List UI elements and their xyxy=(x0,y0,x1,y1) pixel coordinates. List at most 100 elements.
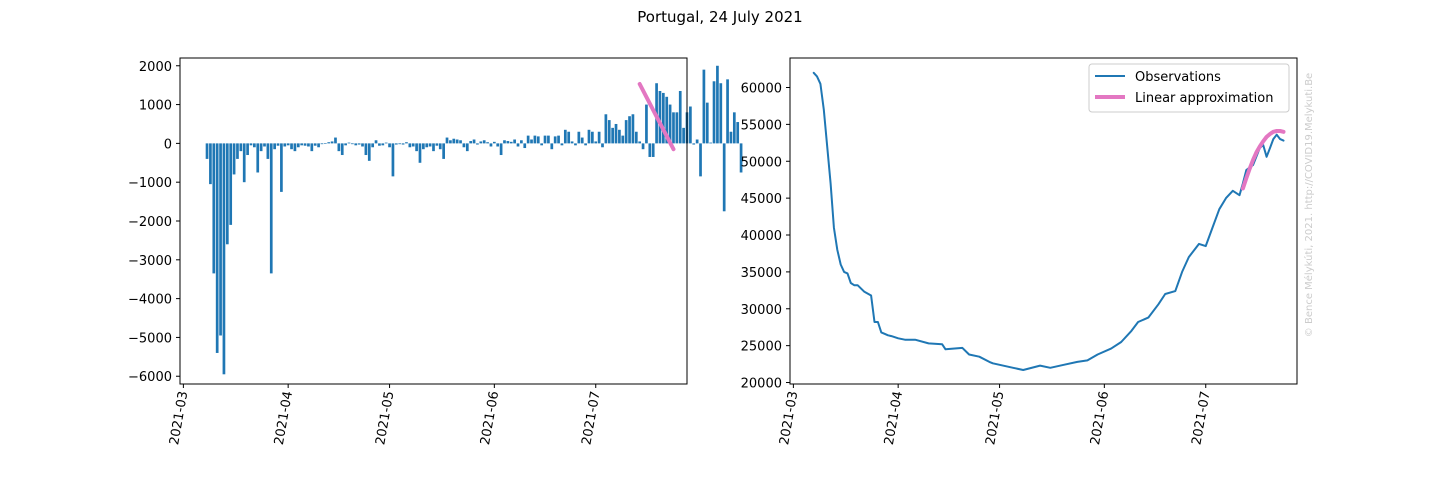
bar xyxy=(401,143,405,145)
bar xyxy=(229,143,233,225)
bar xyxy=(567,131,571,144)
left-x-tick-label: 2021-05 xyxy=(373,390,397,446)
bar xyxy=(577,131,581,144)
bar xyxy=(621,135,625,144)
bar xyxy=(628,116,631,144)
bar xyxy=(705,102,709,144)
bar xyxy=(526,135,530,144)
bar xyxy=(438,143,442,150)
bar xyxy=(540,143,544,146)
bar xyxy=(699,143,702,177)
bar xyxy=(232,143,236,175)
bar xyxy=(482,140,486,144)
bar xyxy=(607,120,611,144)
bar xyxy=(394,143,398,145)
bar xyxy=(351,143,354,145)
left-x-tick-label: 2021-04 xyxy=(272,390,296,446)
bar xyxy=(513,139,516,144)
left-y-tick-label: −1000 xyxy=(128,176,172,191)
bar xyxy=(574,143,577,146)
bar xyxy=(263,143,266,147)
right-x-axis: 2021-03 2021-04 2021-05 2021-06 2021-07 xyxy=(777,384,1214,446)
bar xyxy=(594,141,598,144)
bar xyxy=(469,141,473,144)
bar xyxy=(553,136,557,144)
bar xyxy=(587,129,591,144)
bar xyxy=(344,143,347,146)
bar xyxy=(689,106,692,144)
bar xyxy=(364,143,368,156)
bar xyxy=(411,143,415,147)
bar xyxy=(320,143,324,145)
bar xyxy=(543,135,547,144)
legend: Observations Linear approximation xyxy=(1088,63,1290,113)
bar xyxy=(449,140,452,144)
left-y-tick-label: −2000 xyxy=(128,215,172,230)
bar xyxy=(536,136,540,144)
right-y-tick-label: 35000 xyxy=(741,266,782,281)
bar xyxy=(313,143,317,146)
left-y-axis: 2000 1000 0 −1000 −2000 −3000 −4000 −5000 −6000 xyxy=(128,60,180,385)
bar xyxy=(557,135,560,144)
bar xyxy=(347,142,351,144)
right-x-tick-label: 2021-03 xyxy=(777,390,801,446)
bar xyxy=(239,143,243,152)
right-x-tick-label: 2021-07 xyxy=(1189,390,1213,446)
bar xyxy=(712,81,716,144)
bar xyxy=(486,142,489,144)
bar xyxy=(253,143,256,148)
linear-approximation-curve xyxy=(1240,129,1286,191)
bar xyxy=(334,137,337,144)
right-y-axis: 60000 55000 50000 45000 40000 35000 30000 25000… xyxy=(741,82,790,392)
bar xyxy=(641,143,645,150)
bar xyxy=(523,143,527,149)
bar xyxy=(388,143,391,148)
left-x-tick-label: 2021-03 xyxy=(167,390,191,446)
bar xyxy=(584,143,587,146)
bar xyxy=(398,143,402,145)
legend-box xyxy=(1088,63,1290,113)
bar xyxy=(509,141,513,144)
bar xyxy=(327,142,331,144)
bar xyxy=(280,143,283,192)
bar xyxy=(225,143,229,245)
bar xyxy=(367,143,371,161)
bar xyxy=(310,143,314,152)
bar xyxy=(560,143,564,146)
bar xyxy=(317,143,320,148)
bar xyxy=(242,143,246,183)
bar xyxy=(435,143,439,146)
observations-line xyxy=(812,71,1285,371)
bar xyxy=(672,112,675,144)
bar xyxy=(330,141,334,144)
linear-approximation-line xyxy=(637,82,676,152)
bar xyxy=(499,143,503,156)
bar xyxy=(432,143,435,152)
bar xyxy=(614,123,618,144)
bar xyxy=(492,141,496,144)
left-plot-frame xyxy=(179,57,688,385)
bar xyxy=(682,127,685,144)
bar xyxy=(236,143,239,159)
bar xyxy=(472,139,476,144)
bar xyxy=(249,143,253,146)
left-y-tick-label: −3000 xyxy=(128,254,172,269)
left-x-tick-label: 2021-07 xyxy=(579,390,603,446)
right-x-tick-label: 2021-06 xyxy=(1088,390,1112,446)
bar xyxy=(658,90,662,144)
bar xyxy=(371,143,375,148)
bar xyxy=(378,143,381,146)
bar xyxy=(489,143,493,147)
bar xyxy=(266,143,270,159)
bar xyxy=(354,143,358,146)
bar xyxy=(273,143,276,150)
bar xyxy=(503,140,506,144)
bar xyxy=(530,139,533,144)
right-plot-frame xyxy=(789,57,1298,385)
bar xyxy=(726,79,729,144)
left-y-tick-label: −4000 xyxy=(128,293,172,308)
left-y-tick-label: 2000 xyxy=(139,60,172,75)
bar xyxy=(648,143,652,157)
bar xyxy=(442,143,445,159)
